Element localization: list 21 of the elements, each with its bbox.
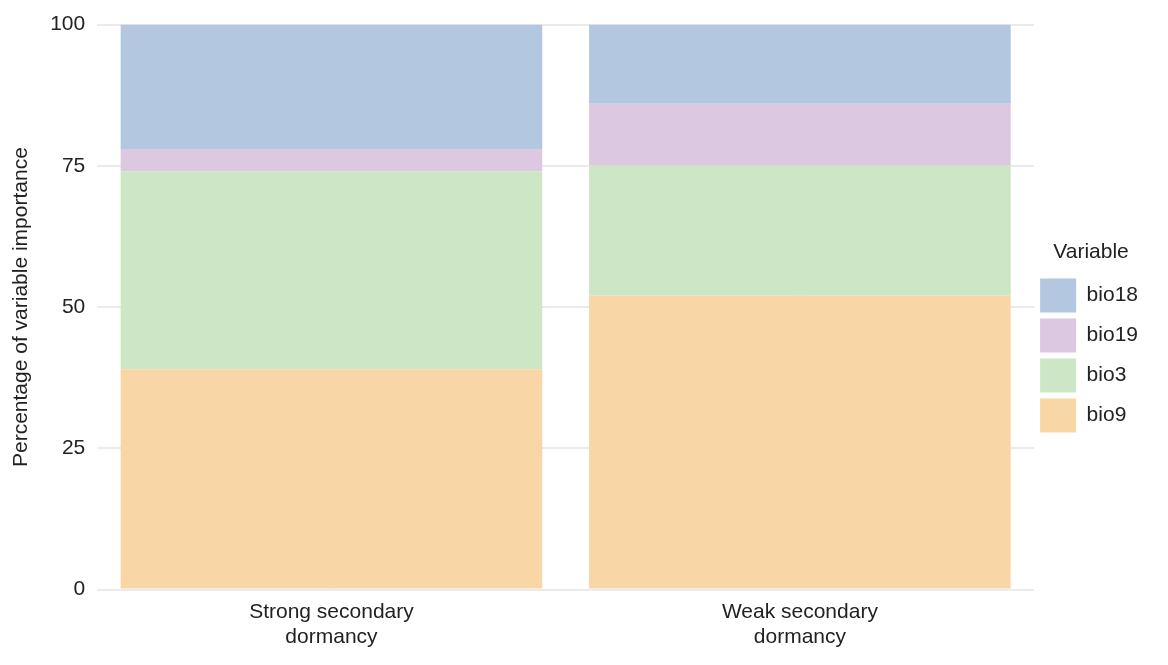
- y-tick-label: 25: [61, 435, 86, 459]
- bar: [589, 165, 1011, 296]
- bar: [589, 103, 1011, 166]
- y-tick-label: 75: [61, 152, 86, 176]
- bar: [120, 171, 543, 370]
- x-tick-label: Strong secondary dormancy: [249, 599, 415, 648]
- legend-label: bio9: [1086, 402, 1127, 426]
- bar: [120, 24, 543, 149]
- legend-title: Variable: [1053, 238, 1129, 262]
- bar: [589, 24, 1011, 104]
- legend-label: bio18: [1086, 282, 1139, 306]
- legend-label: bio19: [1086, 322, 1139, 346]
- legend-label: bio3: [1086, 362, 1127, 386]
- bar: [589, 295, 1011, 589]
- bar: [120, 369, 543, 589]
- y-tick-label: 0: [73, 576, 86, 600]
- y-tick-label: 50: [61, 293, 86, 317]
- y-tick-label: 100: [50, 11, 86, 35]
- y-axis-title: Percentage of variable importance: [8, 147, 32, 468]
- x-tick-label: Weak secondary dormancy: [721, 599, 879, 648]
- bar: [120, 148, 543, 172]
